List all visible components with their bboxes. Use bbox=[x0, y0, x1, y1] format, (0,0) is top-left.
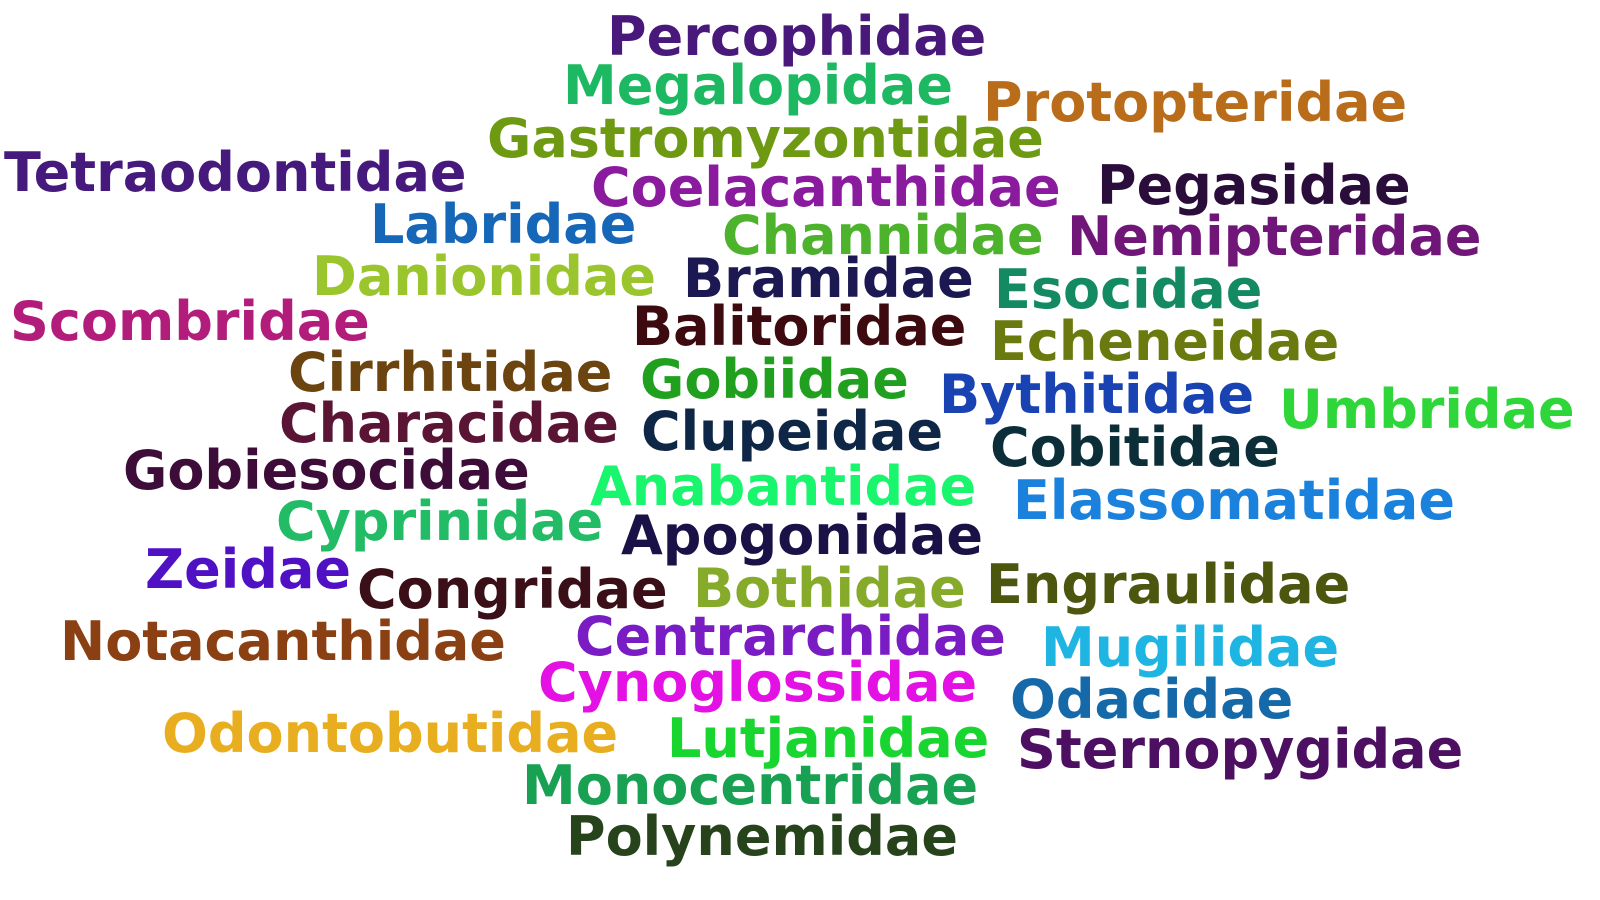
word-danionidae: Danionidae bbox=[312, 245, 656, 308]
word-sternopygidae: Sternopygidae bbox=[1017, 718, 1464, 781]
word-nemipteridae: Nemipteridae bbox=[1067, 205, 1482, 268]
word-anabantidae: Anabantidae bbox=[590, 455, 977, 518]
word-polynemidae: Polynemidae bbox=[566, 805, 958, 868]
word-cyprinidae: Cyprinidae bbox=[276, 490, 604, 553]
word-characidae: Characidae bbox=[279, 392, 619, 455]
word-gobiidae: Gobiidae bbox=[640, 348, 909, 411]
word-labridae: Labridae bbox=[370, 193, 637, 256]
word-channidae: Channidae bbox=[722, 204, 1044, 267]
word-elassomatidae: Elassomatidae bbox=[1013, 469, 1455, 532]
word-engraulidae: Engraulidae bbox=[986, 553, 1351, 616]
word-protopteridae: Protopteridae bbox=[983, 71, 1408, 134]
word-coelacanthidae: Coelacanthidae bbox=[591, 156, 1061, 219]
word-centrarchidae: Centrarchidae bbox=[575, 605, 1006, 668]
word-notacanthidae: Notacanthidae bbox=[60, 610, 506, 673]
word-balitoridae: Balitoridae bbox=[632, 295, 967, 358]
word-megalopidae: Megalopidae bbox=[563, 54, 953, 117]
word-cynoglossidae: Cynoglossidae bbox=[538, 651, 978, 714]
word-odontobutidae: Odontobutidae bbox=[162, 702, 619, 765]
word-mugilidae: Mugilidae bbox=[1041, 616, 1340, 679]
word-bothidae: Bothidae bbox=[693, 557, 966, 620]
word-bramidae: Bramidae bbox=[683, 247, 974, 310]
word-percophidae: Percophidae bbox=[607, 5, 987, 68]
word-cobitidae: Cobitidae bbox=[990, 416, 1280, 479]
word-gastromyzontidae: Gastromyzontidae bbox=[487, 107, 1044, 170]
word-pegasidae: Pegasidae bbox=[1097, 154, 1411, 217]
word-umbridae: Umbridae bbox=[1279, 378, 1575, 441]
word-zeidae: Zeidae bbox=[145, 538, 352, 601]
word-esocidae: Esocidae bbox=[994, 258, 1263, 321]
word-congridae: Congridae bbox=[357, 558, 668, 621]
word-apogonidae: Apogonidae bbox=[621, 504, 983, 567]
word-bythitidae: Bythitidae bbox=[939, 363, 1255, 426]
word-odacidae: Odacidae bbox=[1010, 668, 1294, 731]
word-cirrhitidae: Cirrhitidae bbox=[288, 341, 613, 404]
word-echeneidae: Echeneidae bbox=[990, 310, 1340, 373]
word-clupeidae: Clupeidae bbox=[641, 400, 944, 463]
word-tetraodontidae: Tetraodontidae bbox=[4, 141, 467, 204]
word-scombridae: Scombridae bbox=[10, 290, 370, 353]
word-gobiesocidae: Gobiesocidae bbox=[123, 439, 530, 502]
word-lutjanidae: Lutjanidae bbox=[667, 707, 990, 770]
word-monocentridae: Monocentridae bbox=[522, 754, 979, 817]
